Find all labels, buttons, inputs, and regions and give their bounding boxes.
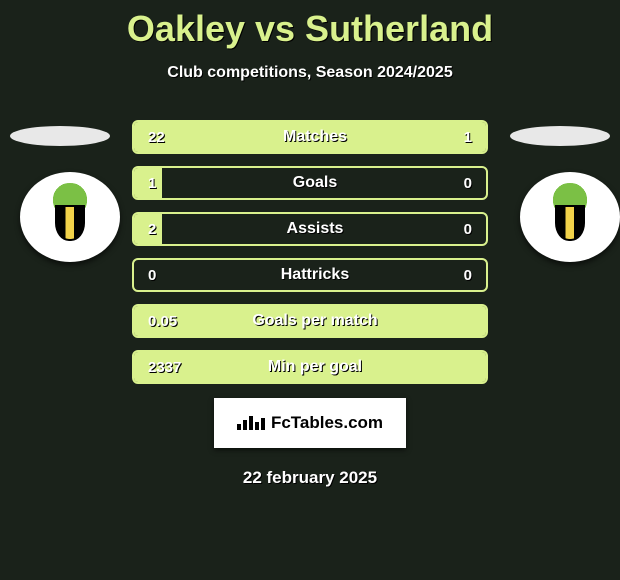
fctables-logo: FcTables.com [214, 398, 406, 448]
stat-row: 0Hattricks0 [132, 258, 488, 292]
stat-label: Assists [194, 220, 436, 238]
stat-label: Goals per match [194, 312, 436, 330]
stat-row: 1Goals0 [132, 166, 488, 200]
club-badge-right-inner [536, 183, 604, 251]
stat-row: 0.05Goals per match [132, 304, 488, 338]
stat-value-left: 2 [134, 221, 194, 238]
stat-row: 2337Min per goal [132, 350, 488, 384]
player-avatar-right [510, 126, 610, 146]
stat-value-right: 0 [436, 175, 486, 192]
stat-label: Matches [194, 128, 436, 146]
stat-value-left: 1 [134, 175, 194, 192]
logo-bar [237, 424, 241, 430]
stat-value-right: 1 [436, 129, 486, 146]
page-subtitle: Club competitions, Season 2024/2025 [0, 64, 620, 82]
stat-label: Goals [194, 174, 436, 192]
shield-icon [55, 205, 85, 241]
stat-row: 22Matches1 [132, 120, 488, 154]
logo-bar [249, 416, 253, 430]
logo-bar [255, 422, 259, 430]
stat-value-left: 0 [134, 267, 194, 284]
stat-value-right: 0 [436, 267, 486, 284]
logo-bar [243, 420, 247, 430]
logo-bar [261, 418, 265, 430]
stat-label: Hattricks [194, 266, 436, 284]
stat-value-left: 2337 [134, 359, 194, 376]
page-title: Oakley vs Sutherland [0, 0, 620, 50]
logo-text: FcTables.com [271, 413, 383, 433]
club-badge-left [20, 172, 120, 262]
stats-panel: 22Matches11Goals02Assists00Hattricks00.0… [132, 120, 488, 396]
footer-date: 22 february 2025 [0, 468, 620, 488]
shield-icon [555, 205, 585, 241]
stat-row: 2Assists0 [132, 212, 488, 246]
club-badge-left-inner [36, 183, 104, 251]
bar-chart-icon [237, 416, 265, 430]
stat-value-right: 0 [436, 221, 486, 238]
stat-value-left: 0.05 [134, 313, 194, 330]
club-badge-right [520, 172, 620, 262]
stat-label: Min per goal [194, 358, 436, 376]
stat-value-left: 22 [134, 129, 194, 146]
player-avatar-left [10, 126, 110, 146]
